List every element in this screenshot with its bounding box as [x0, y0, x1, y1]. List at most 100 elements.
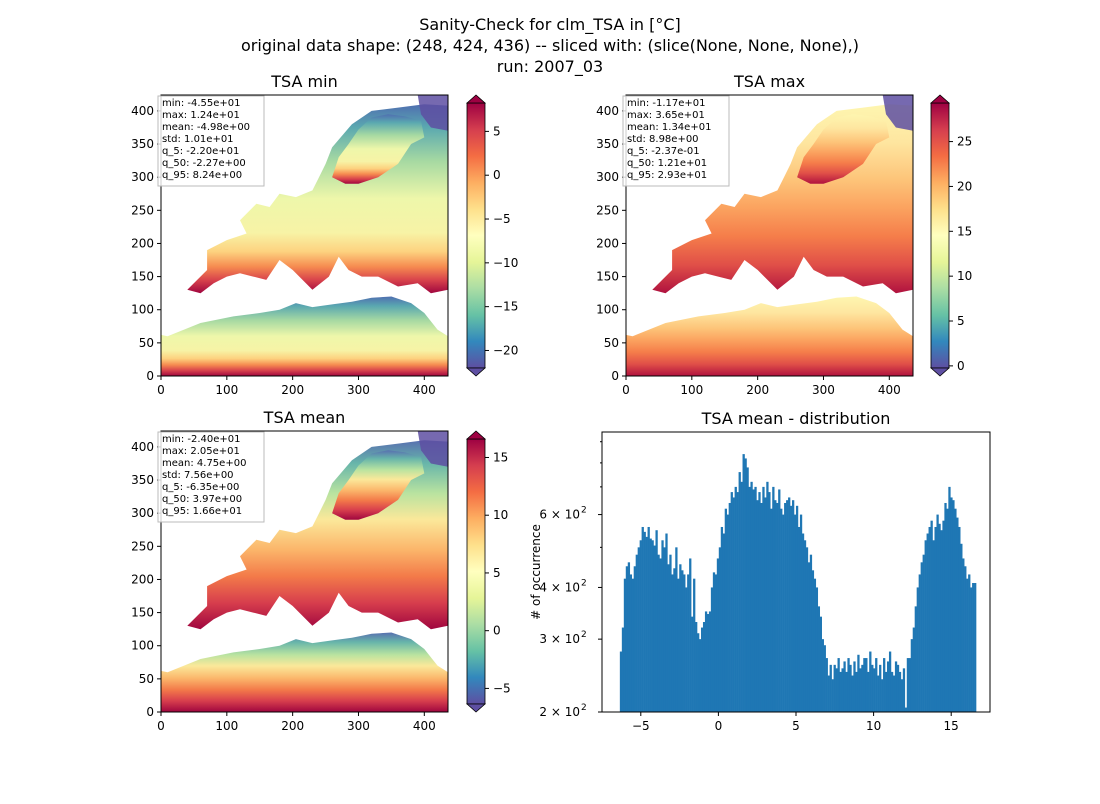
histogram-bar	[886, 661, 890, 712]
stats-line: q_95: 1.66e+01	[162, 506, 242, 517]
stats-line: std: 8.98e+00	[627, 134, 699, 145]
histogram-bar	[792, 500, 795, 712]
histogram-bar	[827, 675, 830, 712]
histogram-bar	[944, 502, 947, 712]
histogram-bar	[958, 526, 961, 712]
stats-line: min: -4.55e+01	[162, 98, 241, 109]
histogram-bar	[683, 574, 686, 712]
histogram-bar	[750, 481, 753, 712]
histogram-bar	[801, 533, 805, 712]
histogram-bar	[942, 520, 945, 712]
figure-title-line-1: Sanity-Check for clm_TSA in [°C]	[419, 15, 681, 35]
histogram-bar	[754, 486, 757, 712]
histogram-bar	[778, 489, 781, 712]
colorbar-tick-label: 15	[957, 224, 972, 238]
histogram-bar	[829, 664, 832, 712]
histogram-bar	[948, 486, 951, 712]
map-xtick-label: 300	[347, 383, 370, 397]
map-axes-frame	[625, 94, 914, 377]
histogram-bar	[898, 671, 902, 712]
histogram-bar	[657, 554, 660, 712]
histogram-bar	[762, 486, 765, 712]
histogram-bar	[760, 502, 763, 712]
histogram-bar	[888, 651, 892, 712]
stats-line: q_95: 8.24e+00	[162, 170, 242, 181]
colorbar-tick-label: −15	[493, 300, 518, 314]
colorbar-extend-min	[465, 367, 487, 377]
histogram-bar	[772, 486, 775, 712]
map-ytick-label: 0	[611, 369, 619, 383]
histogram-bar	[926, 533, 929, 712]
map-land-northeast	[882, 95, 913, 131]
stats-line: mean: 4.75e+00	[162, 458, 246, 469]
histogram-bar	[788, 497, 791, 712]
map-xtick-label: 400	[878, 383, 901, 397]
histogram-bar	[790, 505, 793, 712]
map-ytick-label: 250	[131, 203, 154, 217]
histogram-bar	[722, 533, 726, 712]
colorbar-extend-max	[465, 94, 487, 104]
histogram-bar	[681, 570, 684, 712]
histogram-bar	[625, 566, 629, 712]
histogram-bar	[665, 533, 668, 712]
histogram-bar	[833, 664, 836, 712]
histogram-bar	[641, 526, 644, 712]
histogram-bar	[892, 675, 896, 712]
histogram-bar	[663, 547, 666, 712]
map-ytick-label: 350	[131, 473, 154, 487]
histogram-bar	[908, 658, 912, 712]
histogram-xtick-label: −5	[632, 719, 650, 733]
stats-line: q_5: -2.20e+01	[162, 146, 239, 157]
histogram-bar	[746, 467, 749, 712]
colorbar-tick-label: 0	[493, 624, 501, 638]
histogram-bar	[881, 679, 884, 712]
colorbar-tick-label: 15	[493, 450, 508, 464]
histogram-bar	[738, 472, 741, 712]
histogram-bar	[857, 654, 860, 712]
histogram-bar	[924, 540, 927, 712]
map-ytick-label: 150	[131, 270, 154, 284]
histogram-bar	[873, 668, 876, 712]
histogram-bar	[651, 540, 654, 712]
stats-line: min: -2.40e+01	[162, 434, 241, 445]
stats-line: mean: -4.98e+00	[162, 122, 250, 133]
map-xtick-label: 300	[812, 383, 835, 397]
histogram-bar	[853, 661, 856, 712]
histogram-title: TSA mean - distribution	[701, 409, 891, 428]
histogram-bar	[896, 664, 900, 712]
histogram-bar	[691, 616, 694, 712]
histogram-bar	[669, 554, 672, 712]
histogram-bar	[673, 568, 676, 712]
histogram-bar	[631, 578, 634, 712]
map-ytick-label: 400	[596, 104, 619, 118]
stats-line: min: -1.17e+01	[627, 98, 706, 109]
histogram-bar	[954, 508, 957, 712]
histogram-bar	[974, 583, 977, 712]
colorbar-extend-min	[929, 367, 951, 377]
histogram-bar	[914, 606, 917, 712]
histogram-bar	[863, 658, 866, 712]
histogram-bar	[695, 622, 698, 712]
histogram-bar	[633, 566, 636, 712]
histogram-bar	[685, 587, 688, 712]
histogram-bar	[795, 505, 799, 712]
histogram-bar	[960, 543, 963, 712]
map-ytick-label: 200	[596, 236, 619, 250]
histogram-bar	[704, 611, 708, 712]
map-ytick-label: 150	[596, 270, 619, 284]
colorbar-tick-label: −5	[493, 212, 511, 226]
map-ytick-label: 200	[131, 572, 154, 586]
map-ytick-label: 350	[596, 137, 619, 151]
histogram-xtick-label: 5	[792, 719, 800, 733]
histogram-xtick-label: 10	[866, 719, 881, 733]
histogram-bar	[904, 707, 908, 712]
histogram-bar	[946, 508, 949, 712]
histogram-bar	[776, 502, 779, 712]
histogram-bar	[710, 587, 714, 712]
histogram-bar	[902, 668, 906, 712]
histogram-bar	[619, 651, 623, 712]
colorbar-tick-label: 5	[493, 566, 501, 580]
